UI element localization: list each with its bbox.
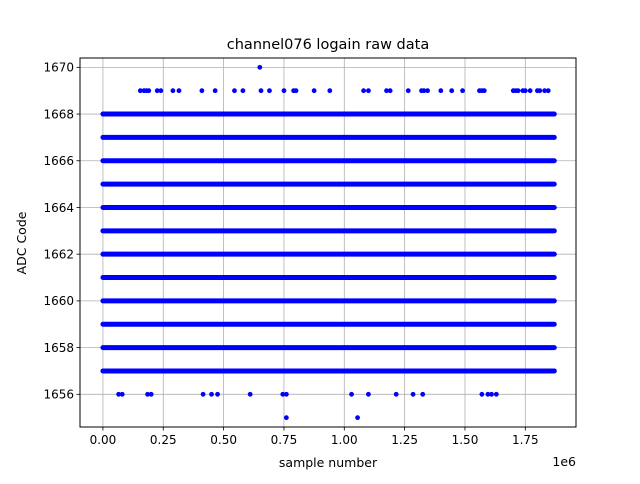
- y-axis-ticks: 1656 1658 1660 1662 1664 1666 1668 1670: [43, 61, 80, 402]
- data-point: [209, 391, 214, 397]
- data-point: [116, 391, 122, 397]
- data-point: [176, 88, 182, 94]
- data-point: [280, 391, 286, 397]
- data-point: [170, 88, 176, 94]
- data-point: [527, 88, 533, 94]
- data-point: [405, 88, 411, 94]
- data-point: [232, 88, 237, 94]
- data-point: [281, 88, 287, 94]
- y-tick-label: 1668: [43, 107, 74, 121]
- data-point: [361, 88, 367, 94]
- y-tick-label: 1660: [43, 294, 74, 308]
- data-point: [425, 88, 430, 94]
- data-points: [100, 64, 557, 421]
- data-point: [366, 391, 371, 397]
- data-point: [158, 88, 164, 94]
- data-point: [293, 88, 299, 94]
- data-point: [349, 391, 354, 397]
- data-point: [247, 391, 253, 397]
- data-point: [384, 88, 389, 94]
- data-point: [493, 391, 499, 397]
- data-point: [449, 88, 455, 94]
- x-tick-label: 1.25: [391, 433, 418, 447]
- data-point: [393, 391, 399, 397]
- x-tick-label: 1.00: [331, 433, 358, 447]
- data-point: [212, 88, 218, 94]
- y-tick-label: 1662: [43, 247, 74, 261]
- y-tick-label: 1664: [43, 201, 74, 215]
- data-point: [327, 88, 333, 94]
- data-point: [387, 88, 393, 94]
- data-point: [355, 415, 360, 421]
- data-point: [119, 391, 125, 397]
- chart-title: channel076 logain raw data: [227, 37, 429, 53]
- data-point: [154, 88, 160, 94]
- x-tick-label: 0.75: [271, 433, 298, 447]
- x-tick-label: 0.25: [150, 433, 177, 447]
- axes-frame: [79, 57, 577, 428]
- data-point: [258, 88, 264, 94]
- data-point: [489, 391, 494, 397]
- data-point: [420, 391, 426, 397]
- y-tick-label: 1656: [43, 388, 74, 402]
- data-point: [146, 88, 152, 94]
- data-point: [545, 88, 551, 94]
- data-point: [240, 88, 246, 94]
- x-tick-label: 0.00: [90, 433, 117, 447]
- data-point: [257, 64, 263, 70]
- data-point: [515, 88, 521, 94]
- y-tick-label: 1670: [43, 61, 74, 75]
- x-tick-label: 1.50: [452, 433, 479, 447]
- data-point: [215, 391, 220, 397]
- data-point: [438, 88, 444, 94]
- y-tick-label: 1658: [43, 341, 74, 355]
- x-axis-offset-label: 1e6: [552, 454, 576, 469]
- x-tick-label: 1.75: [512, 433, 539, 447]
- x-tick-label: 0.50: [210, 433, 237, 447]
- x-axis-ticks: 0.00 0.25 0.50 0.75 1.00 1.25 1.50 1.75: [90, 427, 539, 447]
- data-point: [460, 88, 465, 94]
- x-axis-label: sample number: [279, 455, 378, 470]
- data-point: [145, 391, 150, 397]
- data-point: [137, 88, 143, 94]
- data-point: [410, 391, 416, 397]
- data-point: [479, 391, 485, 397]
- data-point: [311, 88, 317, 94]
- data-point: [481, 88, 487, 94]
- data-point: [366, 88, 371, 94]
- data-point: [199, 88, 205, 94]
- data-point: [283, 415, 289, 421]
- data-point: [537, 88, 543, 94]
- data-point: [200, 391, 206, 397]
- y-axis-label: ADC Code: [14, 211, 29, 274]
- y-tick-label: 1666: [43, 154, 74, 168]
- data-point: [522, 88, 528, 94]
- data-point: [148, 391, 154, 397]
- data-point: [267, 88, 272, 94]
- data-point: [421, 88, 427, 94]
- data-point: [542, 88, 548, 94]
- data-point: [485, 391, 491, 397]
- data-point: [283, 391, 289, 397]
